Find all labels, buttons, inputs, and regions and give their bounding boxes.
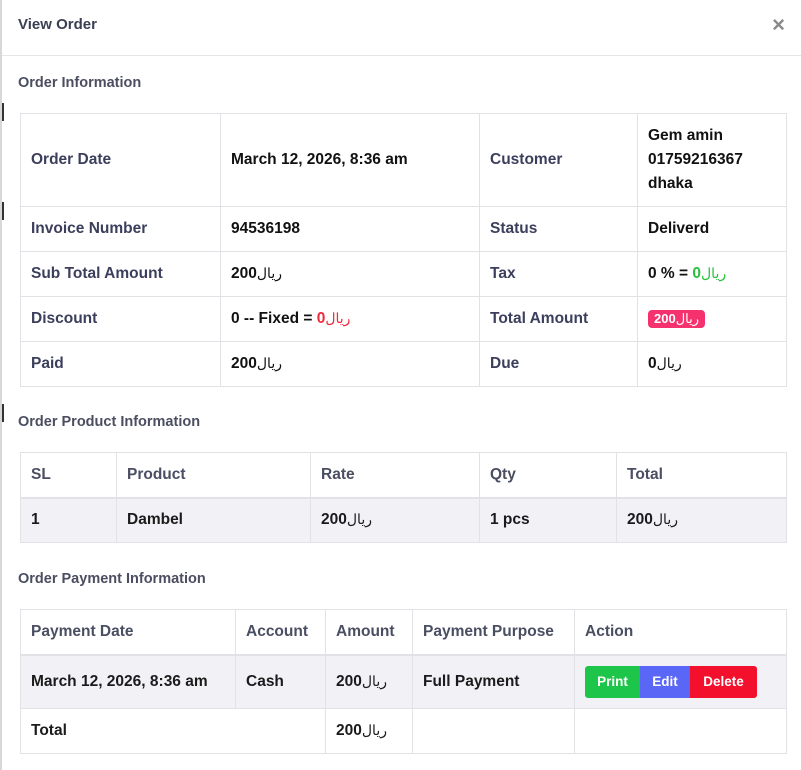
column-header-qty: Qty [479,452,617,499]
product-total: 200ریال [616,497,787,543]
discount-amount: 0 [316,310,326,327]
column-header-product: Product [116,452,311,499]
total-amount-value: 200ریال [637,296,787,342]
column-header-payment-date: Payment Date [20,609,236,656]
modal-header: View Order × [2,0,801,56]
table-row: Sub Total Amount 200ریال Tax 0 % = 0ریال [20,251,787,297]
currency-symbol: ریال [361,672,387,689]
currency-symbol: ریال [701,265,727,281]
table-header-row: SL Product Rate Qty Total [20,452,787,499]
table-row: March 12, 2026, 8:36 am Cash 200ریال Ful… [20,654,787,709]
order-payments-table: Payment Date Account Amount Payment Purp… [20,609,787,754]
order-information-table: Order Date March 12, 2026, 8:36 am Custo… [20,113,787,387]
invoice-number-label: Invoice Number [20,206,221,252]
tax-amount: 0 [692,265,701,282]
customer-details: Gem amin 01759216367 dhaka [637,113,787,207]
payment-purpose: Full Payment [412,654,575,709]
tax-prefix: 0 % = [648,265,693,282]
product-qty: 1 pcs [479,497,617,543]
tax-value: 0 % = 0ریال [637,251,787,297]
close-icon[interactable]: × [772,12,785,37]
table-row: Discount 0 -- Fixed = 0ریال Total Amount… [20,296,787,342]
status-label: Status [479,206,638,252]
order-payment-information-heading: Order Payment Information [18,571,206,587]
product-name: Dambel [116,497,311,543]
paid-amount: 200 [231,355,257,372]
payment-account: Cash [235,654,326,709]
currency-symbol: ریال [656,355,682,371]
currency-symbol: ریال [325,310,351,326]
currency-symbol: ریال [652,511,678,528]
print-button[interactable]: Print [585,665,640,698]
due-value: 0ریال [637,341,787,387]
invoice-number-value: 94536198 [220,206,480,252]
product-sl: 1 [20,497,117,543]
order-information-heading: Order Information [18,75,142,91]
status-value: Deliverd [637,206,787,252]
currency-symbol: ریال [256,265,282,281]
empty-cell [412,708,575,754]
currency-symbol: ریال [346,511,372,528]
customer-city: dhaka [648,175,693,192]
delete-button[interactable]: Delete [690,665,757,698]
discount-label: Discount [20,296,221,342]
column-header-amount: Amount [325,609,413,656]
table-row: Invoice Number 94536198 Status Deliverd [20,206,787,252]
tax-label: Tax [479,251,638,297]
total-amount-label: Total Amount [479,296,638,342]
order-products-table: SL Product Rate Qty Total 1 Dambel 200ری… [20,452,787,543]
empty-cell [574,708,787,754]
customer-label: Customer [479,113,638,207]
customer-phone: 01759216367 [648,151,743,168]
payments-total-label: Total [20,708,326,754]
payments-total-amount: 200ریال [325,708,413,754]
edit-button[interactable]: Edit [640,665,690,698]
column-header-account: Account [235,609,326,656]
column-header-sl: SL [20,452,117,499]
payment-amount: 200ریال [325,654,413,709]
customer-name: Gem amin [648,127,723,144]
discount-prefix: 0 -- Fixed = [231,310,317,327]
column-header-rate: Rate [310,452,480,499]
table-row: Total 200ریال [20,708,787,754]
table-row: 1 Dambel 200ریال 1 pcs 200ریال [20,497,787,543]
product-rate: 200ریال [310,497,480,543]
table-header-row: Payment Date Account Amount Payment Purp… [20,609,787,656]
column-header-action: Action [574,609,787,656]
table-row: Order Date March 12, 2026, 8:36 am Custo… [20,113,787,207]
paid-value: 200ریال [220,341,480,387]
order-product-information-heading: Order Product Information [18,414,201,430]
payment-actions: Print Edit Delete [574,654,787,709]
subtotal-amount: 200 [231,265,257,282]
order-date-label: Order Date [20,113,221,207]
due-amount: 0 [648,355,657,372]
table-row: Paid 200ریال Due 0ریال [20,341,787,387]
currency-symbol: ریال [256,355,282,371]
total-amount-badge: 200ریال [648,310,706,328]
modal-title: View Order [18,16,97,33]
discount-value: 0 -- Fixed = 0ریال [220,296,480,342]
subtotal-value: 200ریال [220,251,480,297]
currency-symbol: ریال [361,722,387,738]
column-header-total: Total [616,452,787,499]
subtotal-label: Sub Total Amount [20,251,221,297]
payment-date: March 12, 2026, 8:36 am [20,654,236,709]
due-label: Due [479,341,638,387]
order-date-value: March 12, 2026, 8:36 am [220,113,480,207]
column-header-payment-purpose: Payment Purpose [412,609,575,656]
paid-label: Paid [20,341,221,387]
